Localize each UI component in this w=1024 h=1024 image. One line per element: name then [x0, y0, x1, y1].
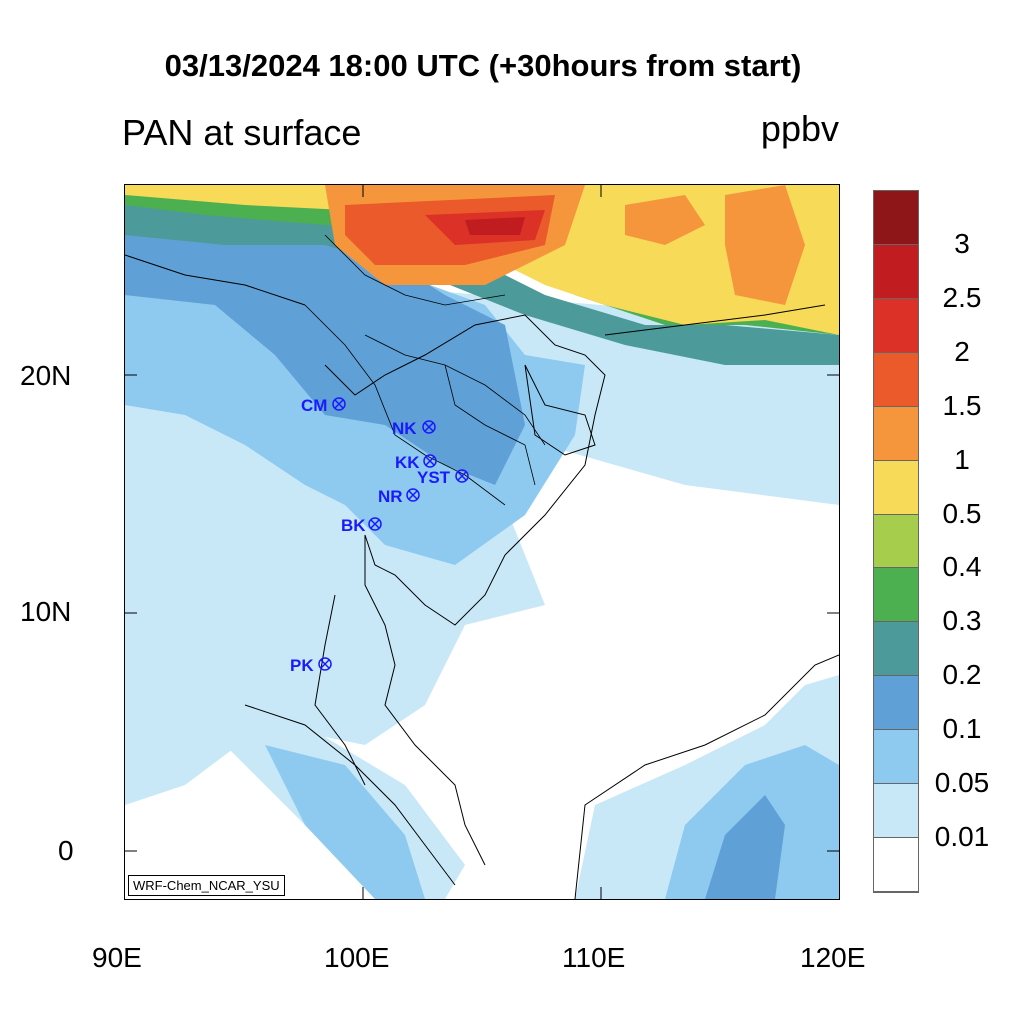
pan-region-sumatra-mid	[265, 745, 425, 899]
y-tick-20n: 20N	[20, 360, 72, 391]
x-tick-100e: 100E	[324, 942, 390, 973]
pan-region-01	[125, 225, 525, 485]
colorbar-segment	[874, 838, 918, 892]
tick-marks	[125, 185, 839, 899]
colorbar-label: 0.01	[934, 821, 990, 853]
station-yst: YST	[417, 468, 469, 487]
y-tick-10n: 10N	[20, 596, 72, 627]
colorbar-label: 2	[954, 335, 970, 367]
colorbar-segment	[874, 730, 918, 785]
station-marker-pk	[318, 657, 332, 671]
pan-region-25	[465, 217, 525, 235]
map-svg: CM NK KK YST NR	[125, 185, 839, 899]
colorbar-label: 0.05	[934, 767, 990, 799]
station-marker-nr	[406, 488, 420, 502]
colorbar	[873, 190, 919, 893]
x-tick-120e: 120E	[800, 942, 866, 973]
colorbar-segment	[874, 406, 918, 461]
x-tick-110e: 110E	[562, 942, 626, 973]
pan-region-1c	[625, 195, 705, 245]
station-label-nr: NR	[378, 487, 403, 506]
colorbar-label: 0.1	[942, 713, 982, 745]
station-pk: PK	[290, 656, 332, 675]
station-label-nk: NK	[392, 419, 417, 438]
coastlines	[125, 254, 839, 899]
colorbar-label: 1.5	[942, 389, 982, 421]
colorbar-label: 0.3	[942, 605, 982, 637]
colorbar-label: 1	[954, 443, 970, 475]
country-borders	[304, 234, 546, 506]
colorbar-segment	[874, 784, 918, 839]
colorbar-segment	[874, 191, 918, 245]
pan-region-01-borneo	[705, 795, 785, 899]
station-marker-cm	[332, 397, 346, 411]
station-marker-bk	[368, 517, 382, 531]
station-label-bk: BK	[341, 516, 366, 535]
colorbar-segment	[874, 460, 918, 515]
station-cm: CM	[301, 396, 346, 415]
colorbar-segment	[874, 514, 918, 569]
colorbar-label: 2.5	[942, 281, 982, 313]
station-marker-nk	[422, 420, 436, 434]
station-bk: BK	[341, 516, 382, 535]
units-subtitle: ppbv	[760, 108, 839, 149]
station-label-cm: CM	[301, 396, 327, 415]
colorbar-label: 0.4	[942, 551, 982, 583]
station-label-kk: KK	[395, 453, 420, 472]
y-tick-0: 0	[58, 835, 74, 866]
colorbar-segment	[874, 244, 918, 299]
plot-title: 03/13/2024 18:00 UTC (+30hours from star…	[164, 48, 802, 83]
stations: CM NK KK YST NR	[290, 396, 469, 675]
station-nr: NR	[378, 487, 420, 506]
colorbar-segment	[874, 622, 918, 677]
colorbar-segment	[874, 568, 918, 623]
credit-label: WRF-Chem_NCAR_YSU	[128, 875, 285, 896]
x-tick-90e: 90E	[92, 942, 142, 973]
colorbar-label: 0.5	[942, 497, 982, 529]
station-nk: NK	[392, 419, 436, 438]
map-panel: CM NK KK YST NR	[124, 184, 840, 900]
pan-region-1b	[725, 185, 805, 305]
station-label-yst: YST	[417, 468, 451, 487]
station-label-pk: PK	[290, 656, 314, 675]
colorbar-label: 3	[954, 227, 970, 259]
colorbar-segment	[874, 298, 918, 353]
station-marker-yst	[455, 469, 469, 483]
variable-subtitle: PAN at surface	[122, 112, 362, 153]
colorbar-segment	[874, 676, 918, 731]
colorbar-label: 0.2	[942, 659, 982, 691]
station-kk: KK	[395, 453, 437, 472]
colorbar-segment	[874, 352, 918, 407]
station-marker-kk	[423, 454, 437, 468]
